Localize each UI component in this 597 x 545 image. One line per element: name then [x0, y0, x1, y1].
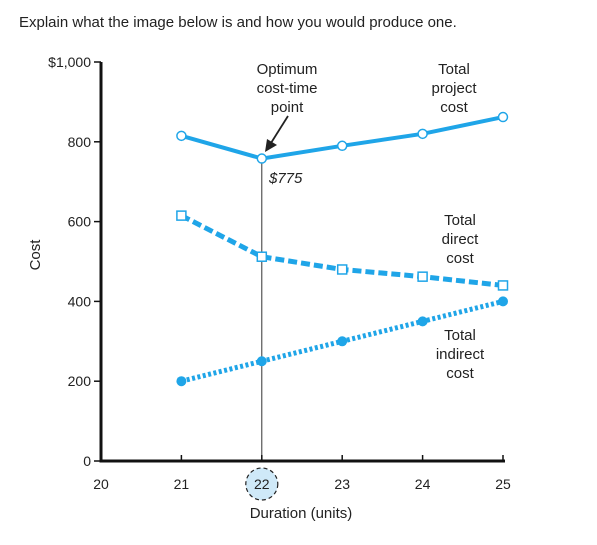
chart-axes	[99, 62, 505, 463]
data-point	[176, 376, 187, 387]
data-point	[176, 210, 187, 221]
data-point	[417, 128, 428, 140]
data-point	[497, 111, 509, 123]
x-tick-label: 20	[93, 476, 109, 492]
data-point	[336, 264, 348, 275]
x-tick-label: 24	[415, 476, 431, 492]
series-label-line: direct	[442, 231, 480, 248]
data-point	[336, 140, 348, 152]
series-line-0	[180, 115, 504, 161]
x-tick-label: 21	[174, 476, 190, 492]
y-axis-title: Cost	[27, 239, 44, 271]
data-point	[417, 316, 428, 327]
optimum-label-line: Optimum	[257, 61, 318, 78]
data-point	[337, 336, 348, 347]
chart-labels: Duration (units) Cost Total project cost Tota…	[27, 61, 485, 522]
series-label-line: cost	[440, 99, 468, 116]
data-point	[498, 296, 508, 307]
series-label-line: cost	[446, 365, 474, 382]
series-label-line: indirect	[436, 346, 485, 363]
x-tick-label: 22	[254, 476, 270, 492]
y-tick-label: $1,000	[48, 54, 91, 70]
y-tick-label: 200	[68, 373, 92, 389]
data-point	[256, 153, 268, 164]
x-tick-label: 25	[495, 476, 511, 492]
optimum-arrow-head	[265, 139, 277, 152]
optimum-label-line: cost-time	[257, 80, 318, 97]
chart-series	[176, 111, 509, 387]
data-point	[417, 271, 428, 282]
series-label-line: project	[431, 80, 477, 97]
y-tick-label: 400	[68, 293, 92, 309]
y-tick-label: 0	[83, 453, 91, 469]
optimum-value-label: $775	[268, 170, 303, 187]
optimum-arrow-shaft	[270, 115, 289, 144]
x-tick-label: 23	[334, 476, 350, 492]
series-label-line: Total	[438, 61, 470, 78]
series-label-line: Total	[444, 212, 476, 229]
question-text: Explain what the image below is and how …	[19, 14, 457, 31]
data-point	[497, 280, 509, 291]
y-tick-label: 800	[68, 134, 92, 150]
data-point	[176, 130, 187, 142]
series-label-line: Total	[444, 327, 476, 344]
data-point	[256, 251, 268, 262]
chart-ticks: 0 200 400 600 800 $1,000 20 21 22 23 24 25	[48, 54, 511, 501]
data-point	[256, 356, 267, 367]
y-tick-label: 600	[68, 214, 92, 230]
highlight-circle	[245, 467, 279, 501]
series-label-line: cost	[446, 250, 474, 267]
optimum-label-line: point	[271, 99, 304, 116]
x-axis-title: Duration (units)	[250, 505, 353, 522]
